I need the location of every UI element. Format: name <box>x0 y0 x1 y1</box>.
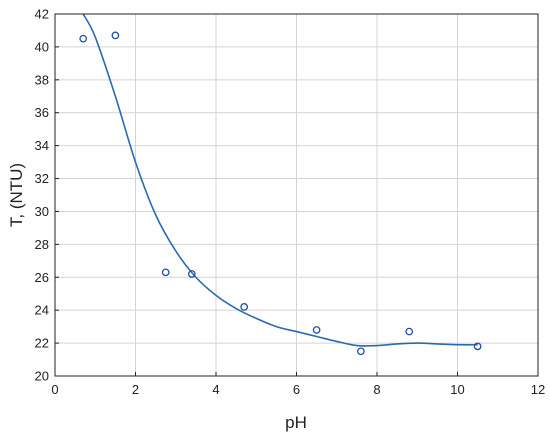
grid <box>55 14 538 376</box>
x-axis: 0 2 4 6 8 10 12 <box>51 372 545 397</box>
y-tick-label: 34 <box>35 138 49 153</box>
x-tick-label: 8 <box>373 382 380 397</box>
y-tick-label: 36 <box>35 105 49 120</box>
data-point <box>79 34 88 43</box>
y-tick-label: 38 <box>35 72 49 87</box>
data-point <box>357 347 365 356</box>
x-tick-label: 4 <box>212 382 219 397</box>
x-tick-label: 10 <box>450 382 464 397</box>
y-tick-label: 40 <box>35 39 49 54</box>
y-tick-label: 26 <box>35 270 49 285</box>
y-tick-label: 22 <box>35 336 49 351</box>
y-axis-title: T, (NTU) <box>7 163 26 227</box>
x-tick-label: 2 <box>132 382 139 397</box>
x-tick-label: 0 <box>51 382 58 397</box>
data-points <box>79 31 482 356</box>
data-point <box>161 268 170 277</box>
data-point <box>111 31 120 40</box>
data-point <box>188 270 196 278</box>
x-tick-label: 12 <box>531 382 545 397</box>
data-point <box>240 303 249 311</box>
fit-curve <box>82 13 478 347</box>
y-tick-label: 32 <box>35 171 49 186</box>
y-tick-label: 30 <box>35 204 49 219</box>
x-tick-label: 6 <box>293 382 300 397</box>
y-axis: 20 22 24 26 28 30 32 34 36 38 40 42 <box>35 7 59 384</box>
data-point <box>312 326 321 334</box>
data-point <box>405 327 414 336</box>
x-axis-title: pH <box>285 413 307 432</box>
data-point <box>473 342 482 351</box>
y-tick-label: 28 <box>35 237 49 252</box>
fit-curve-layer <box>82 13 478 347</box>
y-tick-label: 24 <box>35 303 49 318</box>
y-tick-label: 42 <box>35 7 49 22</box>
y-tick-label: 20 <box>35 369 49 384</box>
